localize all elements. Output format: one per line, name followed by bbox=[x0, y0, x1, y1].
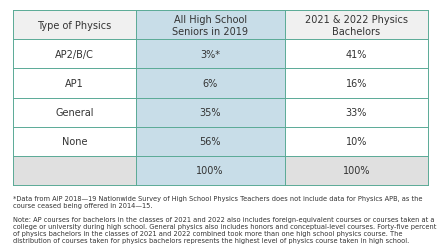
Text: Type of Physics: Type of Physics bbox=[37, 21, 112, 31]
Text: 2021 & 2022 Physics
Bachelors: 2021 & 2022 Physics Bachelors bbox=[305, 15, 408, 36]
Bar bbox=[135, 156, 285, 185]
Bar bbox=[135, 40, 285, 69]
Text: 100%: 100% bbox=[196, 166, 224, 175]
Text: 35%: 35% bbox=[199, 108, 221, 118]
Bar bbox=[285, 127, 428, 156]
Text: 41%: 41% bbox=[346, 50, 367, 60]
Bar bbox=[135, 11, 285, 40]
Text: None: None bbox=[62, 136, 87, 146]
Text: 100%: 100% bbox=[343, 166, 370, 175]
Text: Note: AP courses for bachelors in the classes of 2021 and 2022 also includes for: Note: AP courses for bachelors in the cl… bbox=[13, 216, 437, 243]
Text: 16%: 16% bbox=[346, 79, 367, 89]
Text: 6%: 6% bbox=[202, 79, 218, 89]
Bar bbox=[135, 69, 285, 98]
Text: General: General bbox=[55, 108, 93, 118]
Text: *Data from AIP 2018—19 Nationwide Survey of High School Physics Teachers does no: *Data from AIP 2018—19 Nationwide Survey… bbox=[13, 195, 423, 208]
Bar bbox=[285, 11, 428, 40]
Bar bbox=[13, 40, 135, 69]
Bar bbox=[285, 156, 428, 185]
Bar bbox=[13, 156, 135, 185]
Text: 33%: 33% bbox=[346, 108, 367, 118]
Bar bbox=[285, 40, 428, 69]
Bar bbox=[135, 98, 285, 127]
Text: 3%*: 3%* bbox=[200, 50, 220, 60]
Bar bbox=[285, 98, 428, 127]
Bar bbox=[13, 98, 135, 127]
Bar bbox=[13, 11, 135, 40]
Text: AP2/B/C: AP2/B/C bbox=[55, 50, 94, 60]
Bar bbox=[285, 69, 428, 98]
Bar bbox=[13, 127, 135, 156]
Text: AP1: AP1 bbox=[65, 79, 84, 89]
Bar bbox=[13, 69, 135, 98]
Bar bbox=[135, 127, 285, 156]
Text: All High School
Seniors in 2019: All High School Seniors in 2019 bbox=[172, 15, 248, 36]
Text: 10%: 10% bbox=[346, 136, 367, 146]
Text: 56%: 56% bbox=[199, 136, 221, 146]
